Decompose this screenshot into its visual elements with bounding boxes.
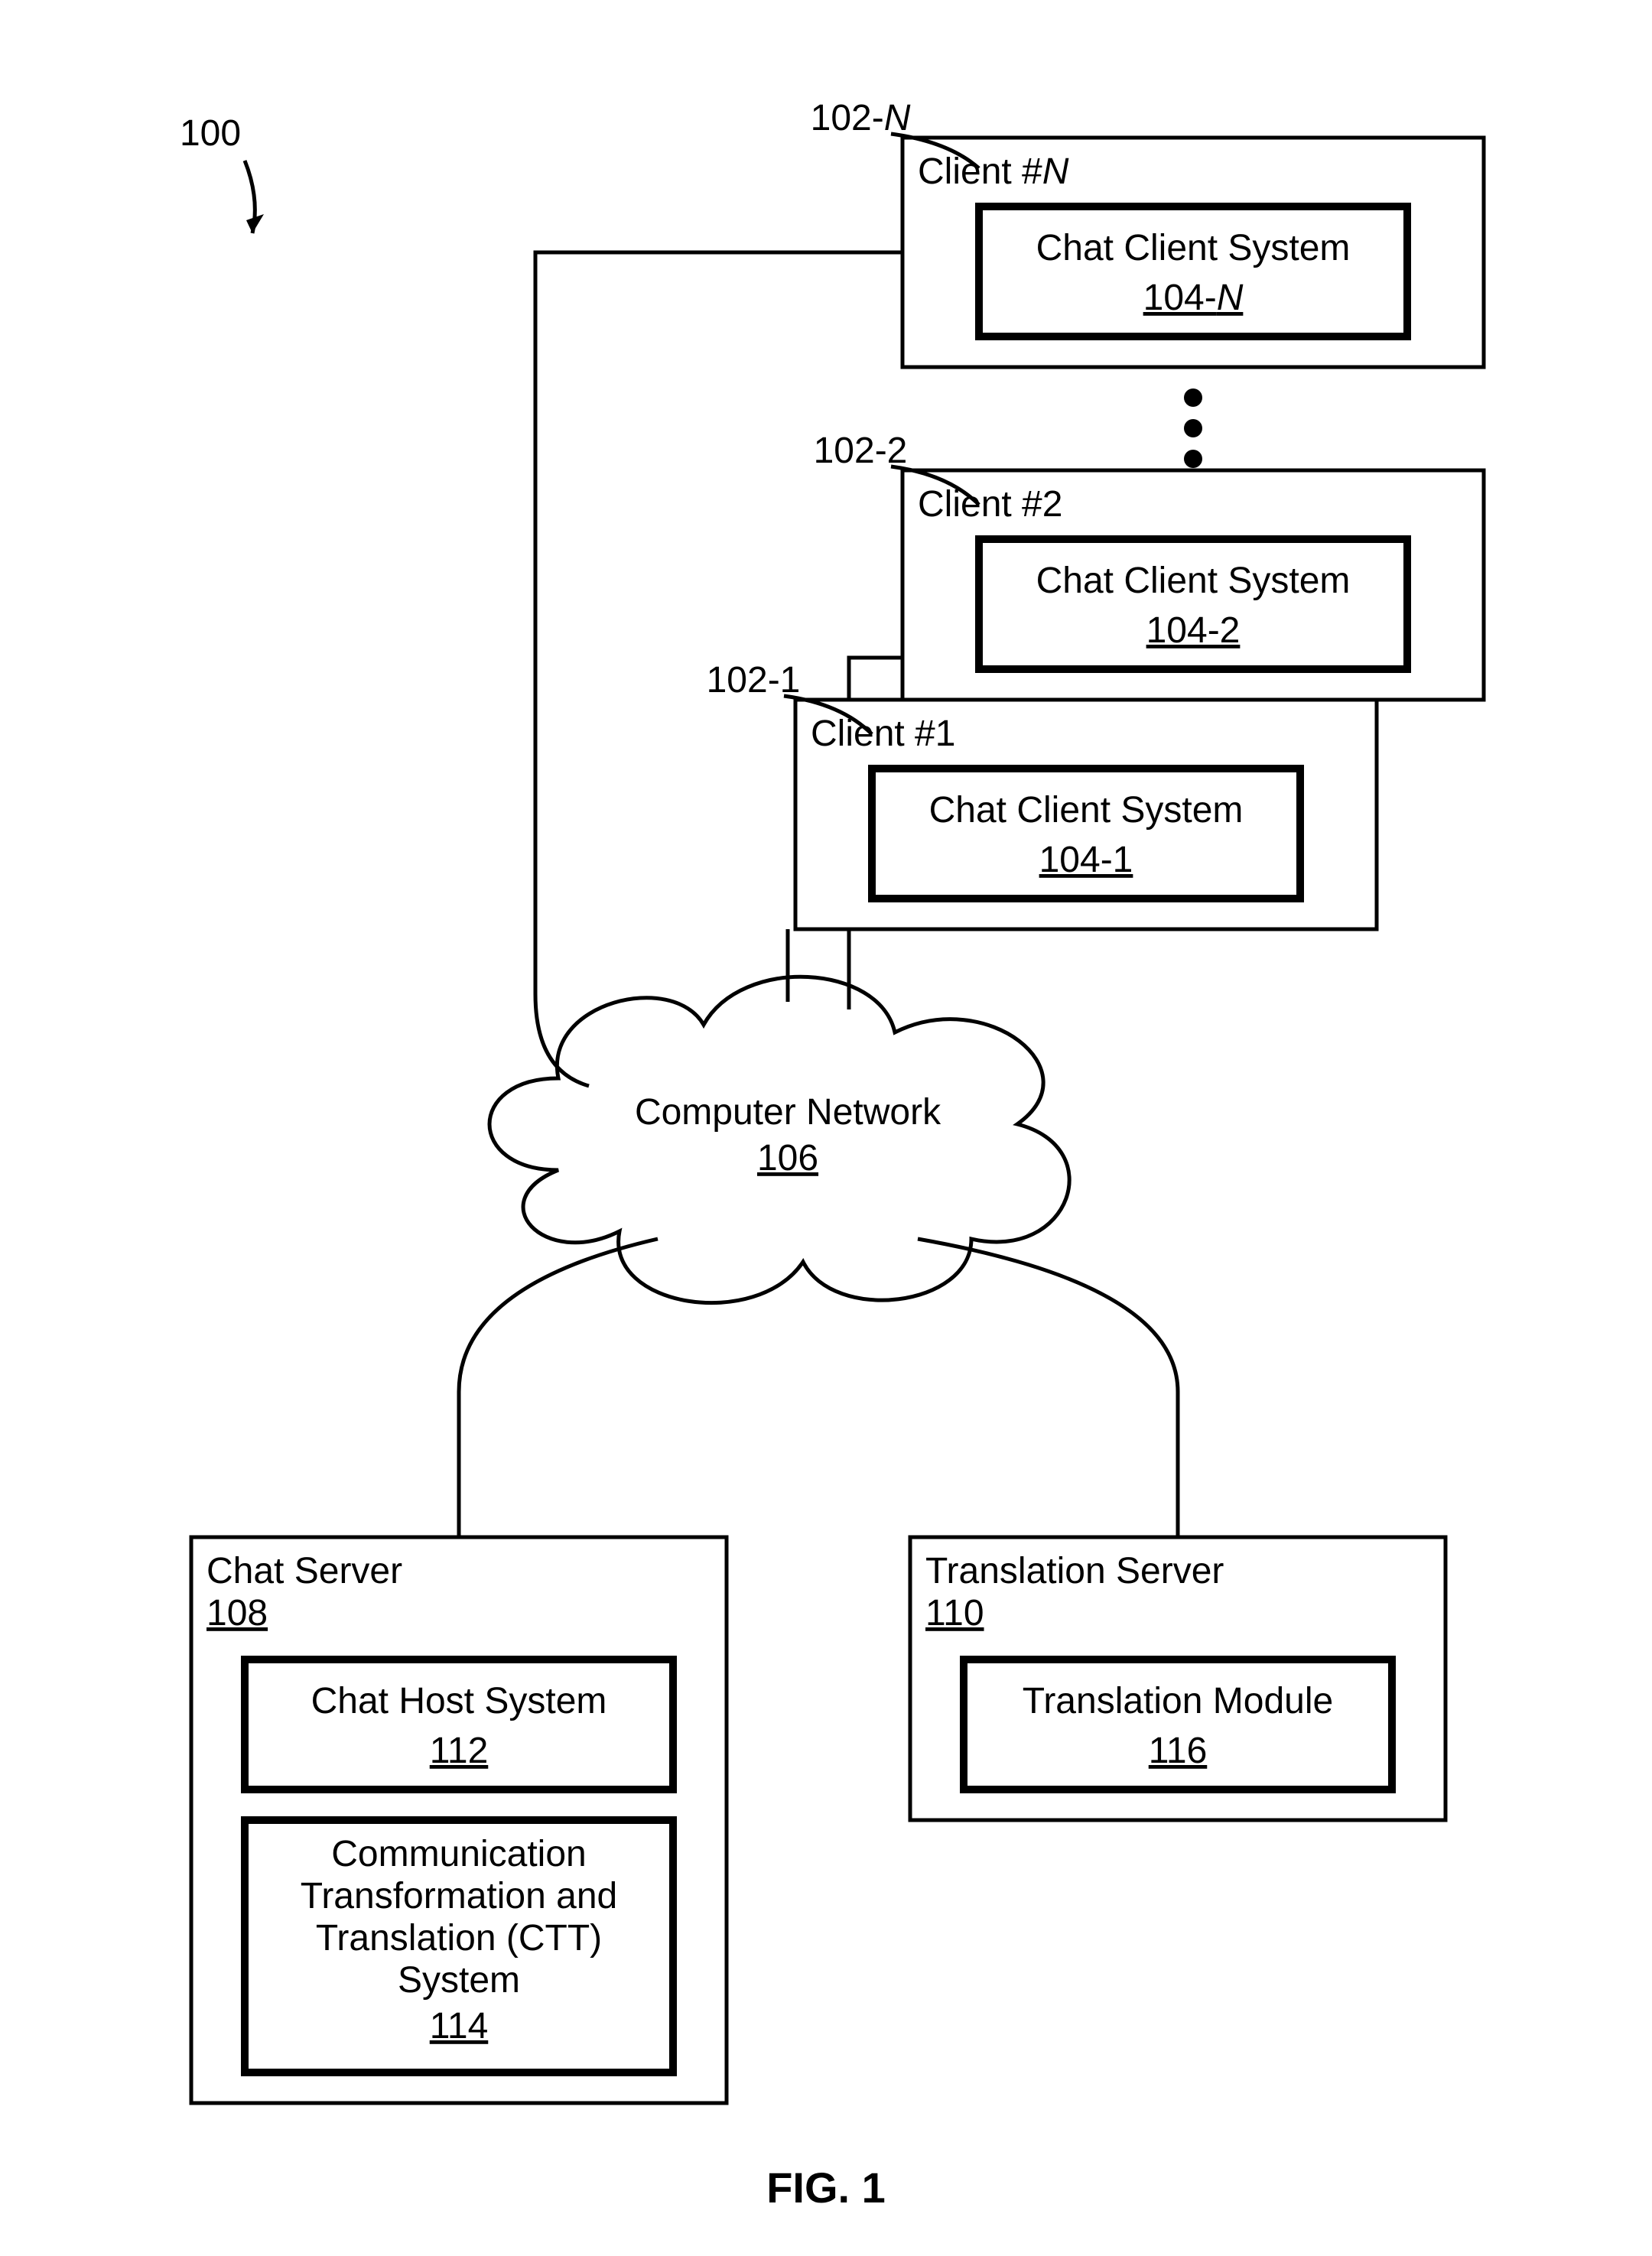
ellipsis-dot-0 xyxy=(1184,388,1202,407)
translation-module-ref: 116 xyxy=(1149,1731,1208,1771)
conn-cloud-chatserver xyxy=(459,1239,658,1537)
figure-ref-label: 100 xyxy=(180,113,241,154)
chat-host-ref: 112 xyxy=(430,1731,489,1771)
client-n-inner-title: Chat Client System xyxy=(1036,228,1351,268)
client-one-inner-title: Chat Client System xyxy=(929,790,1244,831)
ctt-line-2: Translation (CTT) xyxy=(316,1918,602,1959)
translation-server-ref: 110 xyxy=(925,1593,984,1633)
ctt-line-3: System xyxy=(398,1960,520,2001)
cloud-ref: 106 xyxy=(757,1138,818,1178)
client-n-ref: 102-N xyxy=(811,98,911,138)
chat-host-title: Chat Host System xyxy=(311,1681,607,1721)
conn-cloud-translation xyxy=(918,1239,1178,1537)
translation-server-title: Translation Server xyxy=(925,1551,1224,1591)
client-one-inner-ref: 104-1 xyxy=(1039,840,1133,880)
ctt-line-1: Transformation and xyxy=(301,1876,617,1916)
figure-caption: FIG. 1 xyxy=(766,2163,886,2212)
cloud-title: Computer Network xyxy=(635,1092,941,1133)
ellipsis-dot-2 xyxy=(1184,450,1202,468)
diagram-canvas: Computer Network 106 Client #N Chat Client … xyxy=(0,0,1652,2256)
chat-server-ref: 108 xyxy=(206,1593,268,1633)
client-n-title: Client #N xyxy=(918,151,1069,192)
ellipsis-dot-1 xyxy=(1184,419,1202,437)
client-two-inner-title: Chat Client System xyxy=(1036,561,1351,601)
ctt-line-0: Communication xyxy=(331,1834,586,1874)
client-two-inner-ref: 104-2 xyxy=(1146,610,1241,651)
chat-server-title: Chat Server xyxy=(206,1551,402,1591)
ctt-ref: 114 xyxy=(430,2006,489,2046)
client-two-title: Client #2 xyxy=(918,484,1062,525)
client-one-title: Client #1 xyxy=(811,714,955,754)
client-n-inner-ref: 104-N xyxy=(1143,278,1244,318)
translation-module-title: Translation Module xyxy=(1023,1681,1333,1721)
